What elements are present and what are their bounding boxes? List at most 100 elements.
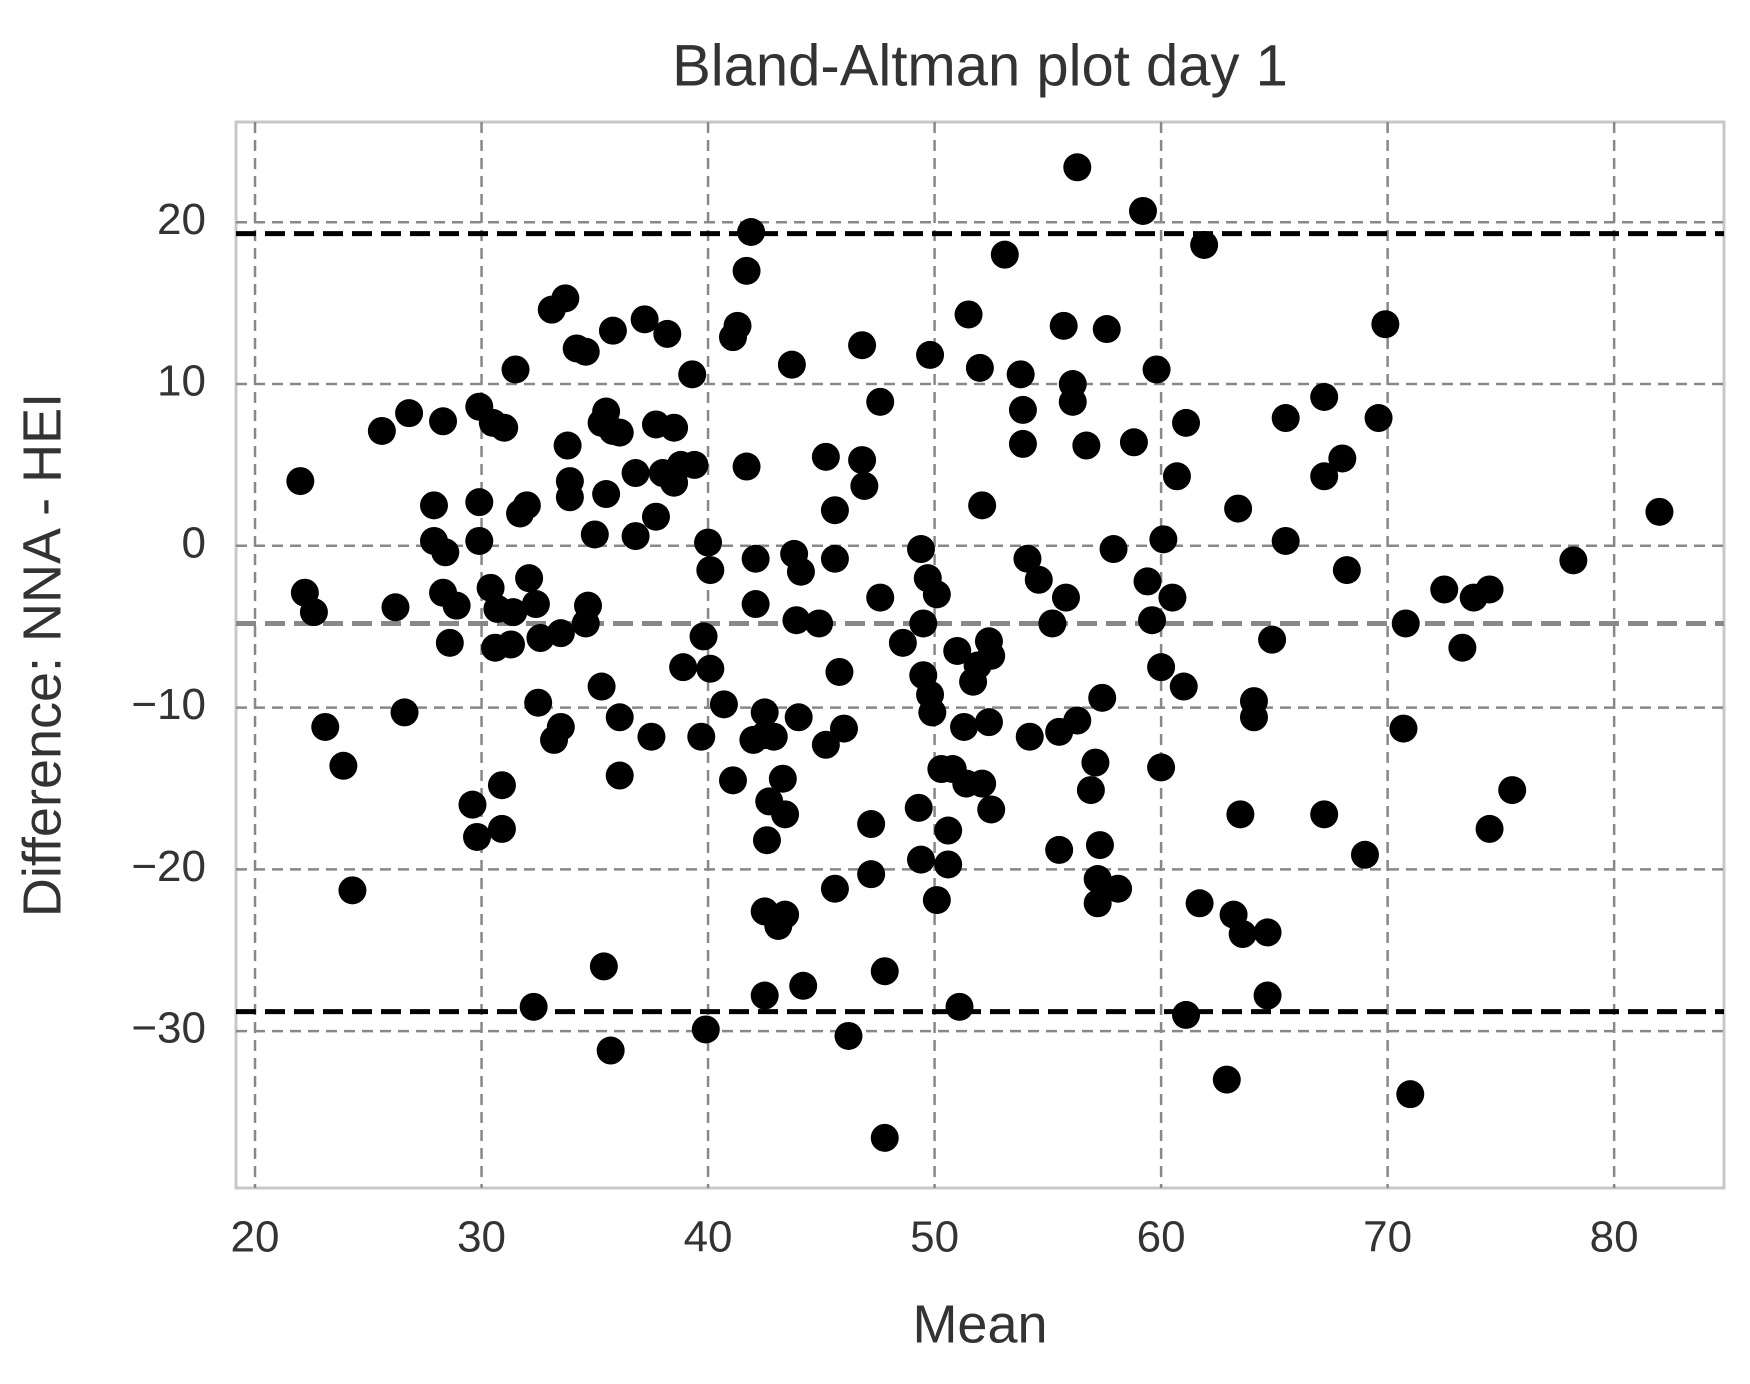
point: [1088, 683, 1117, 712]
point: [870, 957, 899, 986]
point: [605, 418, 634, 447]
point: [1013, 544, 1042, 573]
point: [1076, 776, 1105, 805]
point: [465, 526, 494, 555]
point: [1049, 311, 1078, 340]
point: [465, 488, 494, 517]
point: [1006, 360, 1035, 389]
point: [922, 580, 951, 609]
point: [691, 1015, 720, 1044]
x-tick-label: 50: [910, 1213, 959, 1262]
point: [737, 217, 766, 246]
point: [1008, 429, 1037, 458]
chart-title: Bland-Altman plot day 1: [672, 33, 1288, 98]
point: [329, 751, 358, 780]
y-axis-label: Difference: NNA - HEI: [12, 393, 72, 917]
point: [1008, 395, 1037, 424]
point: [286, 467, 315, 496]
point: [1172, 1000, 1201, 1029]
x-tick-label: 70: [1363, 1213, 1412, 1262]
point: [1185, 889, 1214, 918]
point: [1224, 494, 1253, 523]
point: [782, 606, 811, 635]
point: [709, 690, 738, 719]
x-tick-label: 80: [1590, 1213, 1639, 1262]
point: [630, 305, 659, 334]
point: [965, 353, 994, 382]
point: [299, 598, 328, 627]
point: [1172, 408, 1201, 437]
point: [1063, 706, 1092, 735]
point: [820, 496, 849, 525]
point: [1138, 606, 1167, 635]
point: [1364, 404, 1393, 433]
point: [367, 416, 396, 445]
point: [1645, 497, 1674, 526]
x-axis-label: Mean: [912, 1294, 1047, 1354]
point: [1271, 404, 1300, 433]
point: [1092, 315, 1121, 344]
point: [621, 522, 650, 551]
point: [1396, 1080, 1425, 1109]
point: [1475, 575, 1504, 604]
point: [906, 845, 935, 874]
point: [641, 502, 670, 531]
point: [605, 761, 634, 790]
point: [1169, 672, 1198, 701]
point: [499, 598, 528, 627]
point: [1142, 355, 1171, 384]
point: [811, 730, 840, 759]
point: [1158, 583, 1187, 612]
point: [834, 1021, 863, 1050]
point: [786, 557, 815, 586]
point: [546, 712, 575, 741]
point: [904, 793, 933, 822]
point: [759, 722, 788, 751]
point: [857, 860, 886, 889]
point: [1147, 653, 1176, 682]
point: [458, 790, 487, 819]
point: [487, 814, 516, 843]
point: [381, 593, 410, 622]
point: [431, 538, 460, 567]
point: [669, 653, 698, 682]
point: [741, 590, 770, 619]
y-tick-label: 0: [182, 518, 206, 567]
y-tick-label: −20: [131, 842, 206, 891]
point: [419, 491, 448, 520]
point: [723, 311, 752, 340]
point: [501, 355, 530, 384]
y-tick-label: −10: [131, 680, 206, 729]
point: [990, 240, 1019, 269]
point: [1239, 703, 1268, 732]
point: [934, 816, 963, 845]
point: [660, 413, 689, 442]
point: [696, 556, 725, 585]
point: [338, 876, 367, 905]
point: [1430, 575, 1459, 604]
point: [718, 766, 747, 795]
point: [696, 654, 725, 683]
point: [694, 528, 723, 557]
point: [825, 657, 854, 686]
point: [605, 703, 634, 732]
point: [1038, 609, 1067, 638]
point: [390, 698, 419, 727]
point: [521, 590, 550, 619]
point: [592, 480, 621, 509]
point: [1104, 874, 1133, 903]
point: [1085, 831, 1114, 860]
point: [750, 981, 779, 1010]
point: [1371, 310, 1400, 339]
point: [968, 491, 997, 520]
point: [943, 636, 972, 665]
point: [777, 350, 806, 379]
point: [571, 337, 600, 366]
point: [1559, 546, 1588, 575]
point: [1051, 583, 1080, 612]
point: [848, 446, 877, 475]
point: [909, 609, 938, 638]
point: [1063, 153, 1092, 182]
point: [922, 886, 951, 915]
